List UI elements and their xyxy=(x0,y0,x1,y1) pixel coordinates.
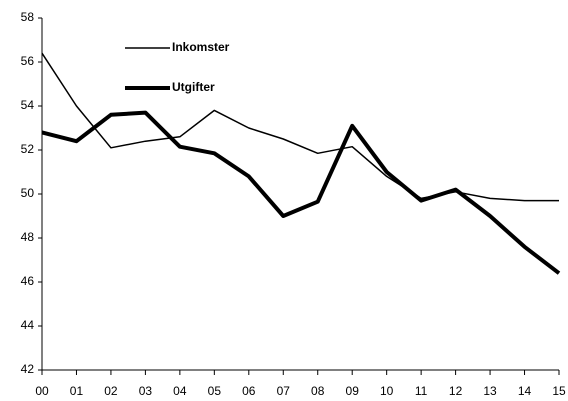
x-tick-label: 01 xyxy=(70,384,84,398)
x-tick-label: 15 xyxy=(552,384,566,398)
x-tick-label: 08 xyxy=(311,384,325,398)
x-tick-label: 00 xyxy=(35,384,49,398)
x-tick-label: 05 xyxy=(208,384,222,398)
y-tick-label: 50 xyxy=(21,186,35,200)
x-tick-label: 11 xyxy=(415,384,428,398)
x-tick-label: 14 xyxy=(518,384,532,398)
y-tick-label: 56 xyxy=(21,54,35,68)
legend-label: Inkomster xyxy=(172,40,230,54)
x-tick-label: 10 xyxy=(380,384,394,398)
y-tick-label: 58 xyxy=(21,10,35,24)
x-tick-label: 04 xyxy=(173,384,187,398)
x-tick-label: 07 xyxy=(277,384,291,398)
y-tick-label: 44 xyxy=(21,318,35,332)
x-tick-label: 06 xyxy=(242,384,256,398)
y-tick-label: 46 xyxy=(21,274,35,288)
legend-label: Utgifter xyxy=(172,80,215,94)
x-tick-label: 02 xyxy=(104,384,118,398)
series-line xyxy=(41,110,561,275)
y-tick-label: 42 xyxy=(21,362,35,376)
series-line xyxy=(41,52,559,202)
y-tick-label: 52 xyxy=(21,142,35,156)
x-tick-label: 13 xyxy=(483,384,497,398)
x-tick-label: 03 xyxy=(139,384,153,398)
y-tick-label: 48 xyxy=(21,230,35,244)
x-tick-label: 12 xyxy=(449,384,463,398)
x-tick-label: 09 xyxy=(346,384,360,398)
y-tick-label: 54 xyxy=(21,98,35,112)
